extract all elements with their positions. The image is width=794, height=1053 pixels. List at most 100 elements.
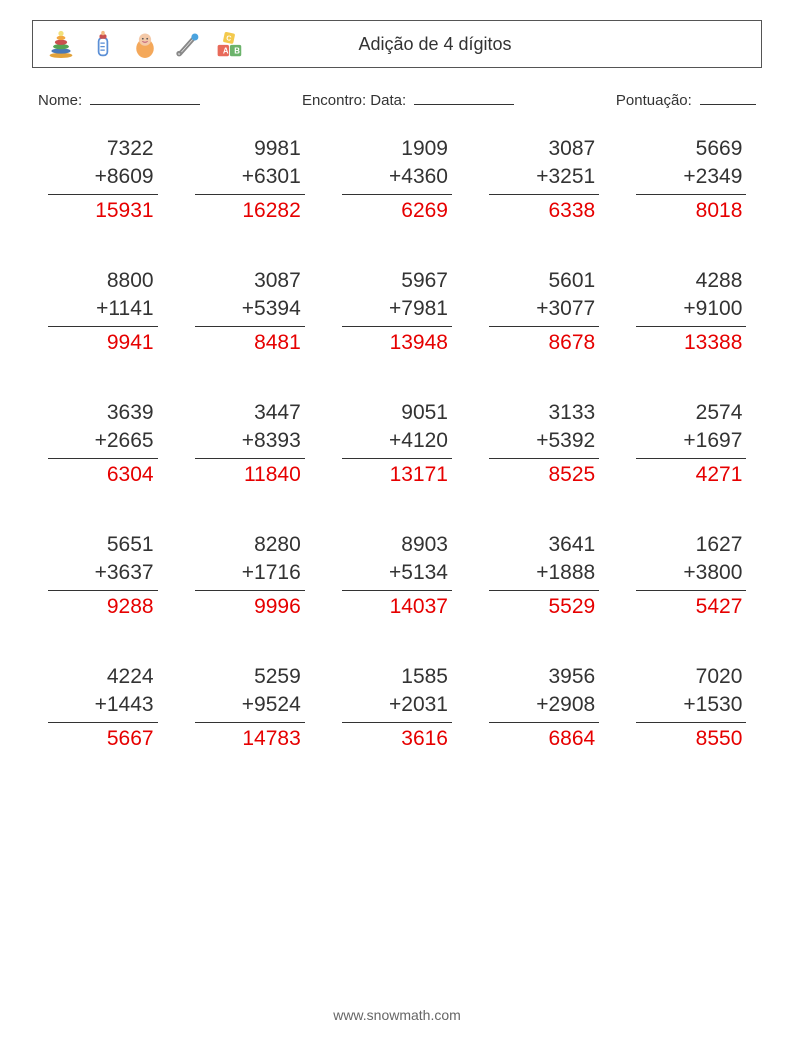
answer: 15931	[48, 195, 158, 225]
addition-problem: 1909+43606269	[342, 135, 452, 225]
safety-pin-icon	[173, 29, 201, 59]
addend-top: 3087	[195, 267, 305, 295]
addition-problem: 3087+32516338	[489, 135, 599, 225]
addend-bottom: +2031	[342, 691, 452, 722]
addend-top: 9051	[342, 399, 452, 427]
header-icons: A B C	[47, 29, 243, 59]
answer: 8018	[636, 195, 746, 225]
answer: 8525	[489, 459, 599, 489]
addition-problem: 4224+14435667	[48, 663, 158, 753]
addend-top: 3133	[489, 399, 599, 427]
addition-problem: 5669+23498018	[636, 135, 746, 225]
baby-icon	[131, 29, 159, 59]
answer: 13948	[342, 327, 452, 357]
addition-problem: 5259+952414783	[195, 663, 305, 753]
addition-problem: 3133+53928525	[489, 399, 599, 489]
addend-top: 3447	[195, 399, 305, 427]
answer: 13388	[636, 327, 746, 357]
addend-top: 3956	[489, 663, 599, 691]
answer: 8481	[195, 327, 305, 357]
answer: 5529	[489, 591, 599, 621]
answer: 6304	[48, 459, 158, 489]
addend-bottom: +6301	[195, 163, 305, 194]
date-blank	[414, 90, 514, 105]
addend-top: 3087	[489, 135, 599, 163]
alphabet-blocks-icon: A B C	[215, 29, 243, 59]
meta-row: Nome: Encontro: Data: Pontuação:	[38, 90, 756, 109]
addend-top: 8280	[195, 531, 305, 559]
score-label: Pontuação:	[616, 92, 692, 109]
addend-bottom: +2349	[636, 163, 746, 194]
addend-top: 1627	[636, 531, 746, 559]
addend-bottom: +1716	[195, 559, 305, 590]
answer: 6338	[489, 195, 599, 225]
answer: 9941	[48, 327, 158, 357]
addition-problem: 9051+412013171	[342, 399, 452, 489]
baby-bottle-icon	[89, 29, 117, 59]
answer: 9288	[48, 591, 158, 621]
footer-text: www.snowmath.com	[333, 1007, 461, 1023]
addition-problem: 8280+17169996	[195, 531, 305, 621]
addend-bottom: +5134	[342, 559, 452, 590]
footer: www.snowmath.com	[0, 1007, 794, 1023]
answer: 8678	[489, 327, 599, 357]
svg-text:B: B	[234, 47, 240, 56]
addition-problem: 7020+15308550	[636, 663, 746, 753]
addend-bottom: +1530	[636, 691, 746, 722]
addition-problem: 5651+36379288	[48, 531, 158, 621]
answer: 13171	[342, 459, 452, 489]
score-field: Pontuação:	[616, 90, 756, 109]
addend-top: 5651	[48, 531, 158, 559]
addend-bottom: +3637	[48, 559, 158, 590]
score-blank	[700, 90, 756, 105]
answer: 4271	[636, 459, 746, 489]
answer: 14037	[342, 591, 452, 621]
addend-bottom: +9100	[636, 295, 746, 326]
answer: 6864	[489, 723, 599, 753]
worksheet-title: Adição de 4 dígitos	[243, 34, 747, 55]
problems-grid: 7322+860915931 9981+630116282 1909+4360626…	[40, 135, 754, 753]
header-box: A B C Adição de 4 dígitos	[32, 20, 762, 68]
addend-top: 4288	[636, 267, 746, 295]
addend-top: 3641	[489, 531, 599, 559]
answer: 14783	[195, 723, 305, 753]
addend-bottom: +8609	[48, 163, 158, 194]
addend-bottom: +7981	[342, 295, 452, 326]
addition-problem: 3447+839311840	[195, 399, 305, 489]
addend-bottom: +3251	[489, 163, 599, 194]
addition-problem: 5967+798113948	[342, 267, 452, 357]
addition-problem: 3956+29086864	[489, 663, 599, 753]
addend-top: 1585	[342, 663, 452, 691]
answer: 16282	[195, 195, 305, 225]
name-blank	[90, 90, 200, 105]
answer: 3616	[342, 723, 452, 753]
addend-bottom: +4360	[342, 163, 452, 194]
addend-top: 8800	[48, 267, 158, 295]
addend-top: 7322	[48, 135, 158, 163]
answer: 5667	[48, 723, 158, 753]
stacking-rings-icon	[47, 29, 75, 59]
addend-bottom: +1443	[48, 691, 158, 722]
svg-text:A: A	[223, 47, 229, 56]
addition-problem: 5601+30778678	[489, 267, 599, 357]
addend-top: 7020	[636, 663, 746, 691]
addition-problem: 8800+11419941	[48, 267, 158, 357]
addend-top: 3639	[48, 399, 158, 427]
addend-bottom: +5392	[489, 427, 599, 458]
worksheet-page: A B C Adição de 4 dígitos Nome: Encontro…	[0, 0, 794, 753]
answer: 5427	[636, 591, 746, 621]
addend-bottom: +3077	[489, 295, 599, 326]
addition-problem: 3639+26656304	[48, 399, 158, 489]
addend-bottom: +1888	[489, 559, 599, 590]
addend-top: 1909	[342, 135, 452, 163]
addend-bottom: +2665	[48, 427, 158, 458]
addition-problem: 3087+53948481	[195, 267, 305, 357]
addend-bottom: +1141	[48, 295, 158, 326]
addition-problem: 8903+513414037	[342, 531, 452, 621]
addition-problem: 9981+630116282	[195, 135, 305, 225]
addition-problem: 1627+38005427	[636, 531, 746, 621]
addition-problem: 2574+16974271	[636, 399, 746, 489]
addend-bottom: +8393	[195, 427, 305, 458]
answer: 9996	[195, 591, 305, 621]
addend-top: 9981	[195, 135, 305, 163]
